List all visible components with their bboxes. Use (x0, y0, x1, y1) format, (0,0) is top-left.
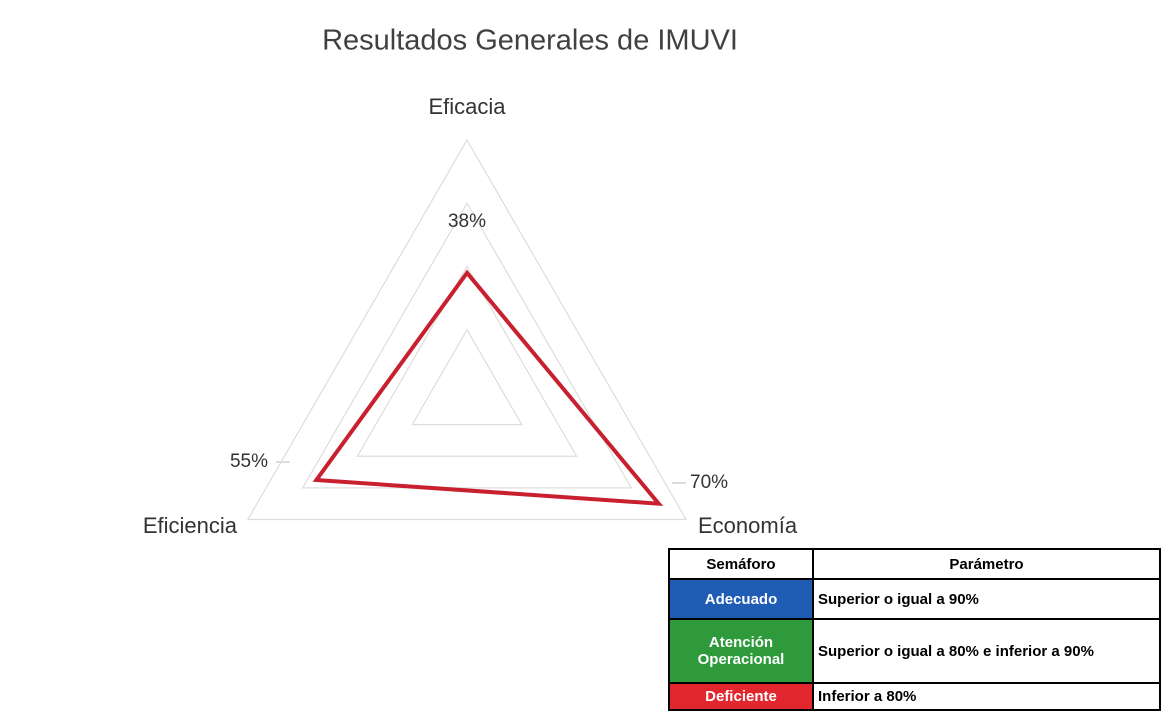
data-label: 70% (690, 472, 728, 493)
legend-table: Semáforo Parámetro Adecuado Superior o igua… (668, 548, 1161, 711)
grid-ring (411, 328, 523, 426)
data-label: 55% (230, 451, 268, 472)
table-cell: Deficiente (668, 682, 814, 711)
axis-label: Economía (698, 513, 798, 538)
header-row: Semáforo Parámetro (668, 548, 1161, 580)
chart-title: Resultados Generales de IMUVI (322, 25, 738, 57)
grid-ring (356, 265, 578, 457)
grid-ring (301, 202, 633, 489)
data-label: 38% (448, 211, 486, 232)
table-cell: Semáforo (668, 548, 814, 580)
table-row: Adecuado Superior o igual a 90% (668, 578, 1161, 620)
table-cell: Adecuado (668, 578, 814, 620)
axis-label: Eficacia (428, 94, 506, 119)
table-row: Atención Operacional Superior o igual a 8… (668, 618, 1161, 684)
table-cell: Inferior a 80% (812, 682, 1161, 711)
table-cell: Superior o igual a 90% (812, 578, 1161, 620)
radar-line (312, 269, 664, 507)
table-row: Deficiente Inferior a 80% (668, 682, 1161, 711)
table-cell: Parámetro (812, 548, 1161, 580)
axis-label: Eficiencia (143, 513, 238, 538)
table-cell: Superior o igual a 80% e inferior a 90% (812, 618, 1161, 684)
grid-ring (246, 138, 688, 521)
table-cell: Atención Operacional (668, 618, 814, 684)
